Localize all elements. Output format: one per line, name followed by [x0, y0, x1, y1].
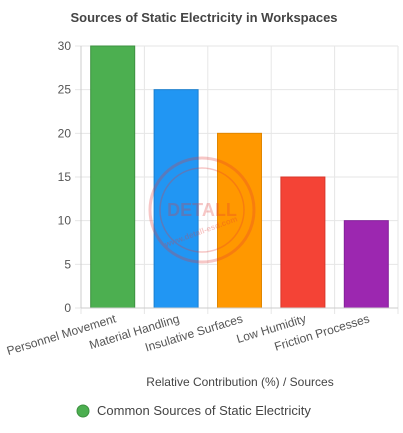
y-tick-label: 15	[58, 170, 72, 184]
legend-label: Common Sources of Static Electricity	[97, 403, 311, 418]
bar[interactable]	[280, 176, 326, 309]
bars-layer	[90, 45, 389, 309]
bar[interactable]	[217, 132, 262, 309]
y-tick-label: 25	[58, 83, 72, 97]
y-tick-label: 20	[58, 126, 72, 140]
y-tick-label: 0	[64, 301, 71, 315]
watermark-inner-ring	[159, 167, 245, 253]
bar[interactable]	[153, 89, 199, 309]
bar[interactable]	[343, 220, 389, 309]
y-tick-label: 10	[58, 214, 72, 228]
watermark-ring	[148, 156, 256, 264]
watermark-brand: DETALL	[167, 200, 237, 220]
bar[interactable]	[90, 45, 136, 309]
legend[interactable]: Common Sources of Static Electricity	[76, 403, 311, 418]
legend-swatch	[76, 404, 90, 418]
x-axis-title: Relative Contribution (%) / Sources	[146, 375, 333, 389]
y-tick-label: 30	[58, 39, 72, 53]
y-tick-label: 5	[64, 257, 71, 271]
chart-title: Sources of Static Electricity in Workspa…	[70, 10, 337, 25]
